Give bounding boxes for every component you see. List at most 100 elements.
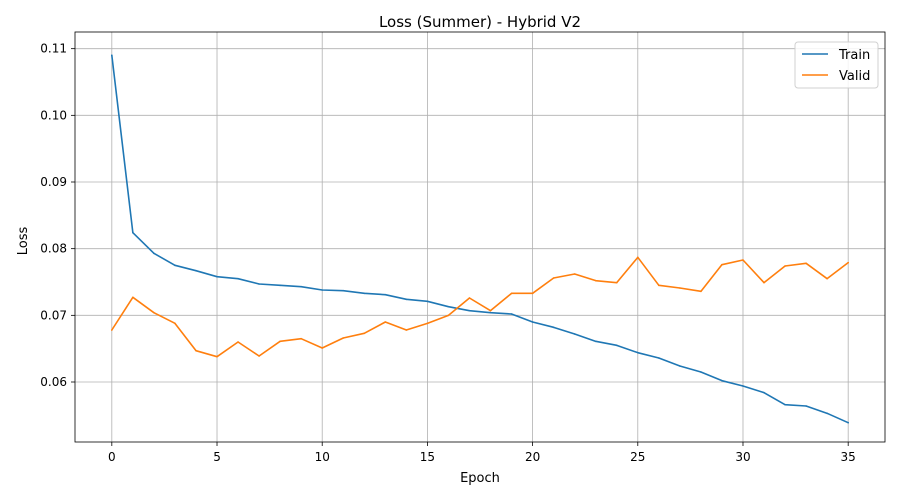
data-point-train xyxy=(658,357,660,359)
data-point-valid xyxy=(658,284,660,287)
data-point-valid xyxy=(552,277,555,279)
data-point-train xyxy=(447,305,450,308)
data-point-valid xyxy=(721,263,723,266)
data-point-valid xyxy=(784,265,786,267)
data-point-valid xyxy=(342,337,345,339)
y-tick-label: 0.08 xyxy=(40,242,67,256)
data-point-valid xyxy=(700,290,702,293)
data-point-train xyxy=(531,321,534,323)
data-point-valid xyxy=(153,311,155,314)
data-point-valid xyxy=(426,322,429,325)
data-point-train xyxy=(805,405,807,407)
x-tick-label: 25 xyxy=(630,450,645,464)
data-point-train xyxy=(615,344,618,347)
data-point-valid xyxy=(111,329,113,331)
data-point-valid xyxy=(447,314,450,317)
data-point-train xyxy=(636,351,639,354)
data-point-valid xyxy=(742,259,744,261)
data-point-valid xyxy=(679,287,681,289)
series-line-valid xyxy=(111,256,849,358)
data-point-train xyxy=(132,231,134,234)
x-tick-label: 20 xyxy=(525,450,540,464)
data-point-valid xyxy=(489,309,492,312)
data-point-valid xyxy=(195,349,197,352)
x-tick-label: 35 xyxy=(841,450,856,464)
data-point-valid xyxy=(258,355,260,357)
data-point-train xyxy=(342,289,345,292)
grid-lines xyxy=(75,32,885,442)
data-point-train xyxy=(279,284,281,287)
data-point-valid xyxy=(279,340,281,343)
data-point-valid xyxy=(237,341,239,343)
y-tick-label: 0.10 xyxy=(40,108,67,122)
data-point-train xyxy=(300,285,302,288)
data-point-train xyxy=(573,333,576,335)
data-point-valid xyxy=(510,292,513,295)
data-point-valid xyxy=(531,292,534,295)
data-point-valid xyxy=(174,322,176,325)
data-point-train xyxy=(826,412,828,415)
chart-title: Loss (Summer) - Hybrid V2 xyxy=(379,13,581,31)
data-point-train xyxy=(721,379,723,382)
data-point-train xyxy=(594,340,597,343)
data-point-train xyxy=(510,313,513,315)
plot-area xyxy=(111,54,849,424)
data-point-valid xyxy=(132,296,134,299)
data-point-train xyxy=(742,385,744,387)
data-point-train xyxy=(426,300,429,303)
data-point-train xyxy=(258,283,260,285)
data-point-valid xyxy=(405,329,408,331)
y-axis-label: Loss xyxy=(16,227,31,256)
y-tick-label: 0.09 xyxy=(40,175,67,189)
data-point-valid xyxy=(826,277,828,280)
data-point-valid xyxy=(594,279,597,282)
legend-label-valid: Valid xyxy=(839,69,870,84)
data-point-train xyxy=(700,371,702,373)
data-point-train xyxy=(237,277,239,280)
data-point-valid xyxy=(321,347,324,349)
data-point-train xyxy=(489,311,492,314)
y-tick-label: 0.07 xyxy=(40,308,67,322)
data-point-train xyxy=(763,391,765,394)
data-point-train xyxy=(153,252,155,255)
data-point-valid xyxy=(763,281,765,284)
x-axis-label: Epoch xyxy=(460,471,500,486)
x-axis-ticks: 0 5 10 15 20 25 30 35 xyxy=(108,442,856,464)
data-point-train xyxy=(363,292,366,295)
data-point-train xyxy=(552,326,555,329)
data-point-train xyxy=(321,289,324,291)
data-point-train xyxy=(679,365,681,367)
legend: Train Valid xyxy=(794,41,879,89)
y-tick-label: 0.06 xyxy=(40,375,67,389)
x-tick-label: 15 xyxy=(420,450,435,464)
data-point-valid xyxy=(363,332,366,335)
data-point-valid xyxy=(615,281,618,284)
plot-frame xyxy=(74,31,886,443)
legend-label-train: Train xyxy=(838,48,870,63)
data-point-train xyxy=(847,421,849,424)
x-tick-label: 10 xyxy=(315,450,330,464)
data-point-train xyxy=(195,269,197,272)
data-point-train xyxy=(384,293,387,296)
data-point-train xyxy=(784,403,786,406)
y-axis-ticks: 0.06 0.07 0.08 0.09 0.10 0.11 xyxy=(40,42,75,389)
data-point-train xyxy=(468,309,471,312)
data-point-train xyxy=(174,264,176,267)
data-point-train xyxy=(216,275,218,278)
data-point-train xyxy=(111,54,113,57)
data-point-valid xyxy=(805,262,807,265)
data-point-valid xyxy=(384,321,387,323)
data-point-train xyxy=(405,298,408,301)
x-tick-label: 30 xyxy=(735,450,750,464)
data-point-valid xyxy=(636,256,639,259)
data-point-valid xyxy=(468,297,471,299)
data-point-valid xyxy=(847,261,849,264)
data-point-valid xyxy=(216,355,218,358)
x-tick-label: 0 xyxy=(108,450,116,464)
x-tick-label: 5 xyxy=(213,450,221,464)
series-line-train xyxy=(111,54,849,424)
data-point-valid xyxy=(573,273,576,275)
data-point-valid xyxy=(300,337,302,340)
y-tick-label: 0.11 xyxy=(40,42,67,56)
